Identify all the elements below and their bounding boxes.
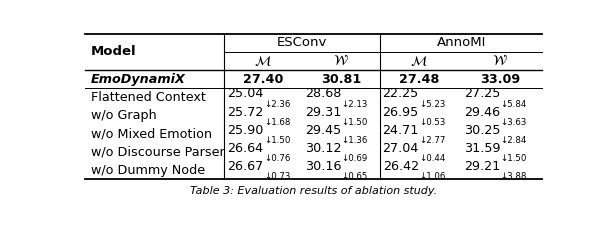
Text: 27.48: 27.48	[399, 73, 439, 86]
Text: ↓5.23: ↓5.23	[420, 100, 446, 109]
Text: ↓2.84: ↓2.84	[500, 136, 527, 145]
Text: AnnoMI: AnnoMI	[437, 36, 486, 49]
Text: 29.46: 29.46	[464, 105, 500, 118]
Text: $\mathcal{W}$: $\mathcal{W}$	[492, 54, 508, 68]
Text: w/o Graph: w/o Graph	[91, 109, 157, 122]
Text: 30.16: 30.16	[305, 160, 341, 173]
Text: 24.71: 24.71	[382, 124, 419, 137]
Text: 26.42: 26.42	[382, 160, 419, 173]
Text: Model: Model	[91, 46, 137, 59]
Text: 29.31: 29.31	[305, 105, 341, 118]
Text: 26.64: 26.64	[227, 142, 263, 155]
Text: 26.95: 26.95	[382, 105, 419, 118]
Text: w/o Dummy Node: w/o Dummy Node	[91, 164, 206, 177]
Text: 29.21: 29.21	[464, 160, 500, 173]
Text: ↓0.44: ↓0.44	[420, 154, 446, 163]
Text: ↓0.53: ↓0.53	[420, 118, 446, 127]
Text: 25.90: 25.90	[227, 124, 263, 137]
Text: ↓1.36: ↓1.36	[342, 136, 368, 145]
Text: ESConv: ESConv	[277, 36, 327, 49]
Text: ↓5.84: ↓5.84	[500, 100, 527, 109]
Text: ↓0.76: ↓0.76	[264, 154, 290, 163]
Text: ↓1.50: ↓1.50	[264, 136, 290, 145]
Text: ↓1.50: ↓1.50	[342, 118, 368, 127]
Text: ↓0.65: ↓0.65	[342, 172, 368, 181]
Text: ↓1.06: ↓1.06	[420, 172, 446, 181]
Text: ↓0.69: ↓0.69	[342, 154, 368, 163]
Text: 30.12: 30.12	[305, 142, 341, 155]
Text: ↓2.36: ↓2.36	[264, 100, 290, 109]
Text: ↓2.77: ↓2.77	[420, 136, 446, 145]
Text: 31.59: 31.59	[463, 142, 500, 155]
Text: Table 3: Evaluation results of ablation study.: Table 3: Evaluation results of ablation …	[190, 186, 438, 196]
Text: EmoDynamiX: EmoDynamiX	[91, 73, 186, 86]
Text: 30.25: 30.25	[463, 124, 500, 137]
Text: w/o Discourse Parser: w/o Discourse Parser	[91, 145, 225, 158]
Text: 27.04: 27.04	[382, 142, 419, 155]
Text: ↓2.13: ↓2.13	[342, 100, 368, 109]
Text: w/o Mixed Emotion: w/o Mixed Emotion	[91, 127, 212, 140]
Text: 28.68: 28.68	[305, 87, 341, 100]
Text: 29.45: 29.45	[305, 124, 341, 137]
Text: ↓3.63: ↓3.63	[500, 118, 527, 127]
Text: 25.72: 25.72	[227, 105, 263, 118]
Text: 27.25: 27.25	[464, 87, 500, 100]
Text: 30.81: 30.81	[321, 73, 361, 86]
Text: 26.67: 26.67	[227, 160, 263, 173]
Text: ↓0.73: ↓0.73	[264, 172, 290, 181]
Text: ↓1.68: ↓1.68	[264, 118, 290, 127]
Text: 27.40: 27.40	[243, 73, 283, 86]
Text: $\mathcal{M}$: $\mathcal{M}$	[410, 54, 427, 68]
Text: 25.04: 25.04	[227, 87, 263, 100]
Text: $\mathcal{M}$: $\mathcal{M}$	[255, 54, 272, 68]
Text: 22.25: 22.25	[382, 87, 419, 100]
Text: ↓1.50: ↓1.50	[500, 154, 527, 163]
Text: ↓3.88: ↓3.88	[500, 172, 527, 181]
Text: $\mathcal{W}$: $\mathcal{W}$	[333, 54, 349, 68]
Text: Flattened Context: Flattened Context	[91, 91, 206, 104]
Text: 33.09: 33.09	[480, 73, 520, 86]
